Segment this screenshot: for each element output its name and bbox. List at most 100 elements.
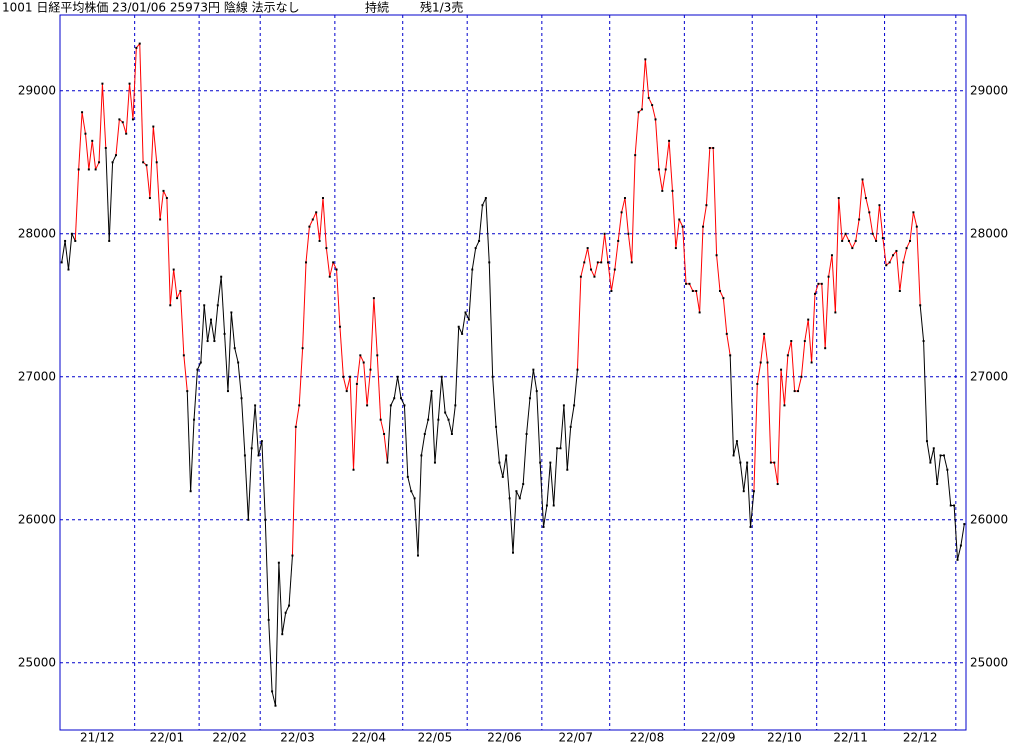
data-point [301,347,304,350]
y-tick-label: 29000 [970,83,1008,97]
data-point [681,225,684,228]
data-point [949,504,952,507]
line-segment [746,462,752,527]
data-point [905,247,908,250]
line-segment [899,262,904,292]
data-point [549,461,552,464]
line-segment [139,43,144,163]
data-point [814,292,816,295]
line-segment [919,305,925,342]
data-point [654,118,657,121]
data-point [875,239,878,242]
line-segment [152,126,158,163]
data-point [81,111,84,114]
line-segment [71,233,76,242]
line-segment [862,179,867,199]
line-segment [305,226,310,263]
line-segment [448,419,453,435]
data-point [416,554,419,557]
x-tick-label: 22/02 [212,731,247,745]
data-point [237,361,240,364]
data-point [118,118,121,121]
data-point [220,275,223,278]
data-point [366,404,369,407]
line-segment [831,255,836,313]
line-segment [814,283,819,295]
line-segment [655,119,660,170]
data-point [94,168,97,171]
line-segment [278,562,283,635]
line-segment [712,147,718,256]
line-segment [889,255,894,263]
data-point [254,404,257,407]
line-segment [91,140,97,170]
data-point [742,490,745,493]
line-segment [186,391,192,492]
line-segment [336,269,341,327]
line-segment [434,419,439,463]
data-point [959,544,962,547]
data-point [864,197,867,200]
line-segment [583,247,589,263]
line-segment [505,455,511,499]
line-segment [526,398,531,435]
data-point [308,225,311,228]
data-point [929,461,932,464]
data-point [522,483,525,486]
line-segment [766,362,772,463]
line-segment [420,433,426,456]
line-segment [132,47,137,120]
line-segment [291,426,297,556]
data-point [84,132,87,135]
data-point [345,390,348,393]
data-point [824,347,827,350]
line-segment [543,505,548,528]
line-segment [366,369,371,406]
line-segment [475,240,480,249]
line-segment [804,319,809,342]
data-point [878,204,881,207]
data-point [925,440,928,443]
x-tick-label: 22/04 [351,731,386,745]
data-point [179,289,182,292]
data-point [902,261,905,264]
data-point [318,239,321,242]
line-segment [74,169,80,241]
data-point [922,340,925,343]
data-point [841,239,844,242]
data-point [515,490,518,493]
data-point [702,225,705,228]
line-segment [841,233,846,242]
data-point [131,118,134,121]
data-point [142,161,145,164]
line-segment [241,398,246,456]
line-segment [380,419,385,435]
line-segment [502,455,507,477]
line-segment [129,83,134,120]
line-segment [471,248,477,270]
data-point [780,368,783,371]
data-point [430,390,433,393]
data-point [637,111,640,114]
line-segment [88,140,93,170]
data-point [148,197,151,200]
line-segment [716,255,721,292]
x-tick-label: 22/06 [487,731,522,745]
x-tick-label: 22/09 [701,731,736,745]
line-segment [108,162,114,241]
data-point [108,239,111,242]
line-segment [688,283,694,292]
line-segment [722,298,728,334]
data-point [481,204,484,207]
line-segment [482,197,487,206]
data-point [915,225,918,228]
line-segment [773,462,779,485]
y-tick-label: 27000 [970,369,1008,383]
data-point [610,289,613,292]
line-segment [193,369,198,420]
data-point [627,232,630,235]
line-segment [719,290,724,299]
line-segment [834,198,840,313]
line-segment [302,262,307,349]
